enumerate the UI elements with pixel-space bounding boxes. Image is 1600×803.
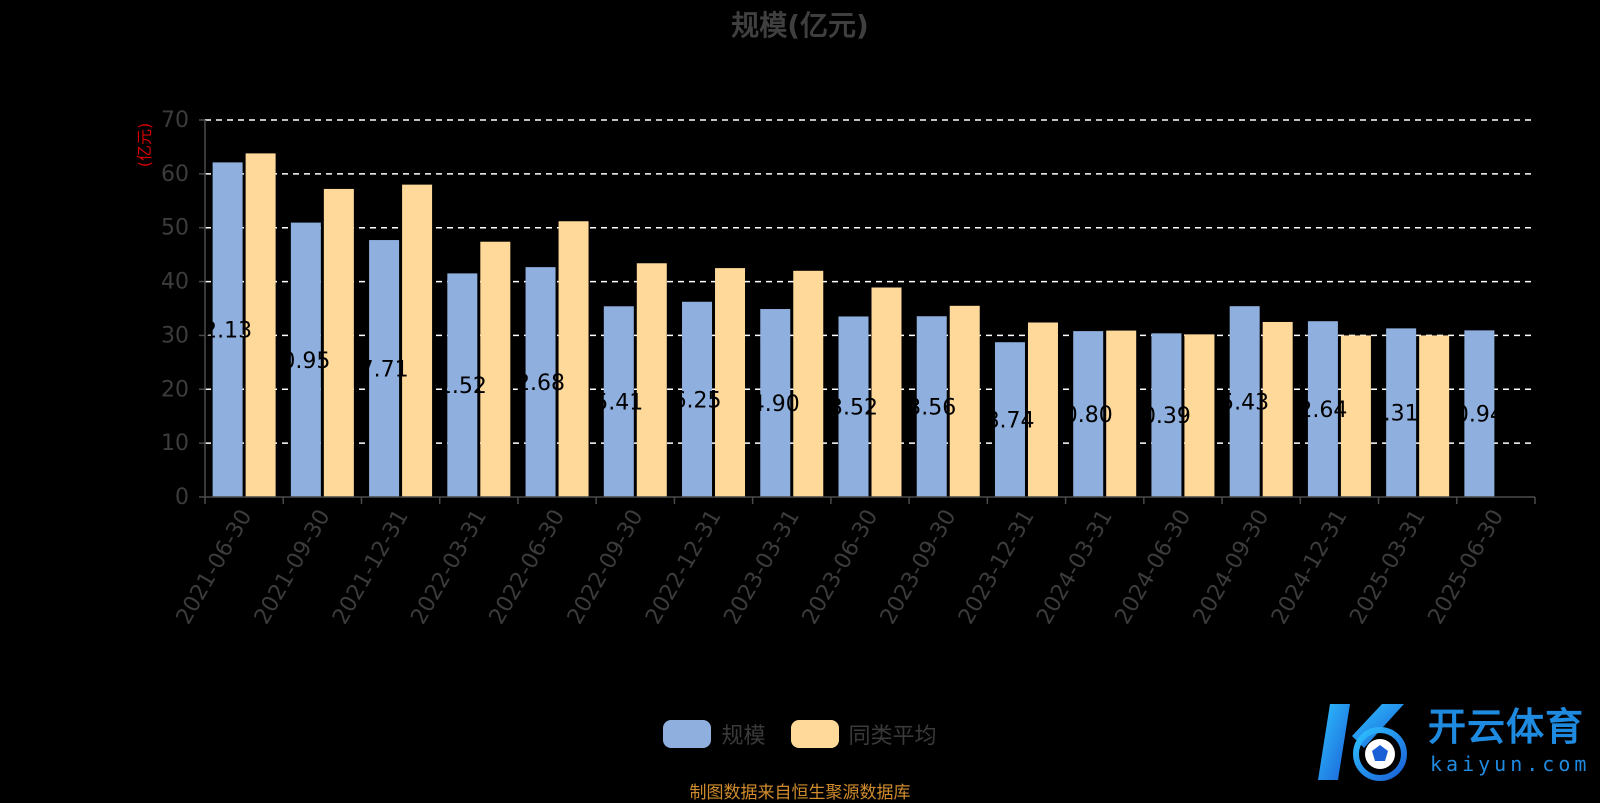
data-label: 3.56: [907, 396, 956, 421]
y-tick-label: 0: [175, 485, 189, 510]
x-tick-label: 2024-12-31: [1267, 506, 1353, 629]
y-tick-label: 20: [161, 377, 189, 402]
y-tick-label: 70: [161, 108, 189, 133]
data-label: 2.68: [516, 371, 565, 396]
bar-scale: [994, 342, 1025, 497]
data-label: 5.41: [594, 391, 643, 416]
x-tick-label: 2025-03-31: [1345, 506, 1431, 629]
bar-scale: [1386, 328, 1417, 497]
data-label: 2.64: [1298, 398, 1347, 423]
bar-scale: [369, 240, 400, 497]
bar-average: [245, 153, 276, 498]
legend-label-scale: 规模: [721, 724, 766, 749]
bar-average: [1340, 335, 1371, 497]
legend-swatch-scale: [663, 720, 712, 748]
legend-item-scale[interactable]: 规模: [663, 718, 765, 750]
legend-item-average[interactable]: 同类平均: [790, 718, 937, 750]
bar-scale: [447, 273, 478, 497]
data-label: 4.90: [751, 392, 800, 417]
bar-average: [1419, 335, 1450, 497]
y-axis-label: (亿元): [135, 123, 154, 168]
bar-average: [636, 263, 667, 497]
bar-scale: [525, 267, 556, 497]
bar-average: [715, 268, 746, 497]
data-label: 3.52: [829, 396, 878, 421]
bar-average: [871, 287, 902, 497]
bar-scale: [1464, 330, 1495, 497]
bar-scale: [838, 316, 869, 497]
y-tick-label: 60: [161, 162, 189, 187]
y-tick-label: 50: [161, 216, 189, 241]
data-label: 8.74: [985, 409, 1034, 434]
data-label: 7.71: [360, 358, 409, 383]
bar-scale: [916, 316, 947, 497]
y-tick-label: 30: [161, 323, 189, 348]
bar-average: [1262, 321, 1293, 497]
x-tick-label: 2022-09-30: [563, 506, 649, 629]
bar-average: [323, 188, 354, 498]
data-label: 0.94: [1455, 403, 1504, 428]
x-tick-label: 2021-12-31: [328, 506, 414, 629]
legend-swatch-average: [790, 720, 839, 748]
watermark-logo-icon: [1318, 704, 1407, 781]
x-tick-label: 2021-06-30: [172, 506, 258, 629]
data-label: 1.52: [438, 374, 487, 399]
bar-chart: 2.13 0.95 7.71 1.52 2.68 5.41 6.25 4.90 3.52 3.56…: [135, 108, 1536, 629]
y-tick-label: 10: [161, 431, 189, 456]
bar-average: [1184, 334, 1215, 497]
bar-average: [1106, 330, 1137, 497]
y-tick-label: 40: [161, 270, 189, 295]
data-label: 6.25: [673, 388, 722, 413]
watermark-domain: kaiyun.com: [1430, 752, 1591, 776]
chart-title: 规模(亿元): [731, 9, 869, 42]
bar-scale: [1151, 333, 1182, 497]
x-tick-label: 2023-06-30: [798, 506, 884, 629]
watermark: 开云体育 kaiyun.com: [1312, 696, 1592, 786]
legend: 规模 同类平均: [0, 718, 1600, 752]
data-label: 0.95: [281, 349, 330, 374]
labels-layer: 2.13 0.95 7.71 1.52 2.68 5.41 6.25 4.90 3.52 3.56…: [203, 319, 1504, 434]
bar-scale: [1307, 321, 1338, 497]
data-label: 0.80: [1064, 403, 1113, 428]
data-label: .31: [1384, 402, 1419, 427]
bar-scale: [1073, 331, 1104, 497]
x-tick-label: 2024-09-30: [1189, 506, 1275, 629]
x-tick-label: 2023-03-31: [719, 506, 805, 629]
bar-average: [480, 241, 511, 497]
x-tick-label: 2022-03-31: [406, 506, 492, 629]
x-tick-label: 2024-06-30: [1111, 506, 1197, 629]
x-tick-label: 2022-06-30: [485, 506, 571, 629]
bar-scale: [760, 309, 791, 497]
data-label: 0.39: [1142, 404, 1191, 429]
bar-average: [558, 221, 589, 497]
x-tick-label: 2025-06-30: [1423, 506, 1509, 629]
bar-average: [949, 305, 980, 497]
bar-average: [402, 184, 433, 497]
data-label: 5.43: [1220, 391, 1269, 416]
x-tick-label: 2023-09-30: [876, 506, 962, 629]
legend-label-average: 同类平均: [848, 724, 937, 749]
watermark-brand: 开云体育: [1428, 705, 1585, 749]
x-tick-label: 2021-09-30: [250, 506, 336, 629]
bar-average: [1027, 322, 1058, 497]
bar-scale: [290, 222, 321, 498]
source-note: 制图数据来自恒生聚源数据库: [689, 783, 911, 803]
bar-scale: [212, 162, 243, 498]
x-tick-label: 2024-03-31: [1032, 506, 1118, 629]
x-tick-label: 2022-12-31: [641, 506, 727, 629]
x-tick-label: 2023-12-31: [954, 506, 1040, 629]
bar-scale: [1229, 306, 1260, 497]
bar-scale: [682, 301, 713, 497]
bar-average: [793, 270, 824, 497]
bars-layer: [212, 153, 1495, 498]
data-label: 2.13: [203, 319, 252, 344]
bar-scale: [603, 306, 634, 497]
